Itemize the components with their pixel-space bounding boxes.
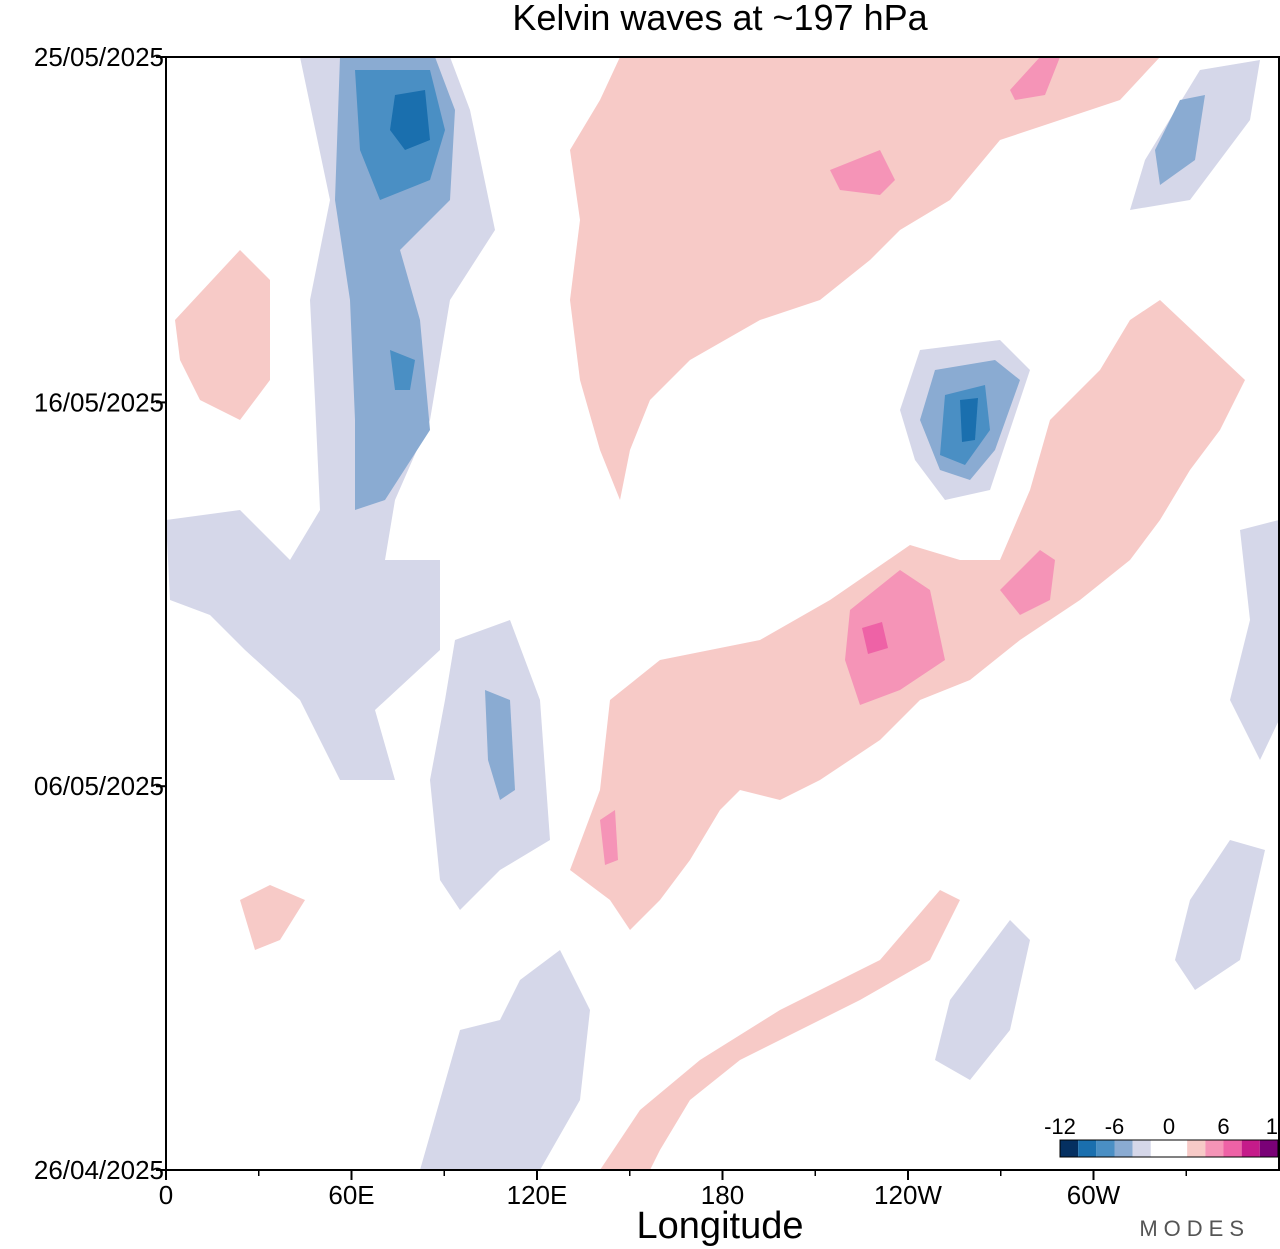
y-tick-label: 26/04/2025 xyxy=(34,1155,164,1185)
positive-region-lower xyxy=(600,890,960,1170)
positive-mid-band xyxy=(600,810,618,865)
x-tick-label: 180 xyxy=(701,1180,744,1210)
positive-anomaly-strong xyxy=(862,622,888,654)
colorbar-swatch xyxy=(1150,1140,1169,1157)
chart-title: Kelvin waves at ~197 hPa xyxy=(512,0,928,38)
colorbar-swatch xyxy=(1114,1140,1133,1157)
colorbar-label: -6 xyxy=(1105,1114,1125,1139)
y-tick-label: 25/05/2025 xyxy=(34,42,164,72)
positive-region-west xyxy=(175,250,270,420)
colorbar-swatch xyxy=(1223,1140,1242,1157)
y-tick-label: 06/05/2025 xyxy=(34,771,164,801)
negative-max-indian xyxy=(390,90,430,150)
positive-mid-central xyxy=(845,570,945,705)
negative-core-atlantic xyxy=(1155,95,1205,185)
colorbar-label: 12 xyxy=(1266,1114,1280,1139)
x-axis-label: Longitude xyxy=(637,1205,804,1247)
colorbar-label: 0 xyxy=(1163,1114,1175,1139)
negative-region-atlantic-low xyxy=(1175,840,1265,990)
colorbar-swatch xyxy=(1205,1140,1224,1157)
positive-strong-central xyxy=(862,622,888,654)
positive-band-upper xyxy=(570,57,1160,500)
colorbar-swatch xyxy=(1078,1140,1097,1157)
colorbar-swatch xyxy=(1096,1140,1115,1157)
colorbar-frame xyxy=(1059,1139,1279,1158)
negative-strong-indian-2 xyxy=(390,350,415,390)
y-tick-label: 16/05/2025 xyxy=(34,387,164,417)
positive-mid-east xyxy=(1000,550,1055,615)
negative-region-atlantic-mid xyxy=(935,920,1030,1080)
negative-region-indian-ocean xyxy=(166,57,495,780)
negative-region-lower-left xyxy=(420,950,590,1170)
y-axis: 26/04/2025 06/05/2025 16/05/2025 25/05/2025 xyxy=(34,42,166,1185)
x-tick-label: 0 xyxy=(159,1180,173,1210)
x-tick-label: 120E xyxy=(507,1180,568,1210)
colorbar-swatch xyxy=(1259,1140,1278,1157)
colorbar-swatch xyxy=(1187,1140,1206,1157)
contour-field xyxy=(166,57,1279,1170)
positive-mid-top xyxy=(1010,57,1060,100)
colorbar-label: -12 xyxy=(1044,1114,1076,1139)
x-tick-label: 120W xyxy=(874,1180,942,1210)
x-tick-label: 60W xyxy=(1067,1180,1121,1210)
negative-core-maritime xyxy=(485,690,515,800)
colorbar: -12 -6 0 6 12 xyxy=(1044,1114,1280,1158)
positive-region-bottom-left xyxy=(240,885,305,950)
colorbar-swatch xyxy=(1241,1140,1260,1157)
positive-mid-upper xyxy=(830,150,895,195)
negative-max-east-pacific xyxy=(960,398,978,442)
modes-logo: MODES xyxy=(1139,1216,1250,1241)
x-axis: 0 60E 120E 180 120W 60W xyxy=(159,1170,1187,1210)
colorbar-swatch xyxy=(1169,1140,1188,1157)
negative-anomaly-max xyxy=(390,90,978,442)
negative-region-right-edge xyxy=(1230,520,1279,760)
x-tick-label: 60E xyxy=(328,1180,374,1210)
positive-anomaly-mid xyxy=(600,57,1060,865)
colorbar-swatch xyxy=(1060,1140,1079,1157)
colorbar-label: 6 xyxy=(1217,1114,1229,1139)
colorbar-swatch xyxy=(1132,1140,1151,1157)
